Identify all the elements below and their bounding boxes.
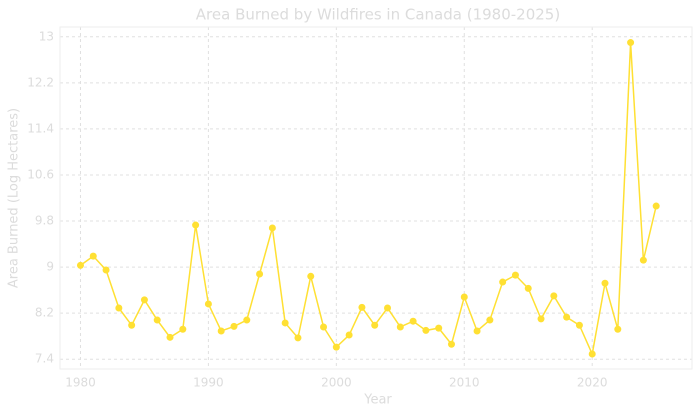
plot-frame (59, 26, 693, 370)
data-point (320, 323, 328, 331)
data-point (76, 261, 84, 269)
data-point (473, 327, 481, 335)
data-point (435, 324, 443, 332)
data-point (396, 323, 404, 331)
data-point (486, 316, 494, 324)
data-point (140, 296, 148, 304)
x-tick-label: 2010 (449, 376, 480, 390)
data-point (192, 221, 200, 229)
data-point (102, 266, 110, 274)
data-point (281, 319, 289, 327)
data-point (409, 317, 417, 325)
data-point (128, 321, 136, 329)
data-point (243, 316, 251, 324)
data-point (153, 316, 161, 324)
data-point (652, 202, 660, 210)
data-point (115, 304, 123, 312)
data-point (384, 304, 392, 312)
y-axis-label: Area Burned (Log Hectares) (7, 108, 22, 288)
chart-title: Area Burned by Wildfires in Canada (1980… (196, 6, 560, 24)
data-point (563, 313, 571, 321)
x-tick-label: 1990 (193, 376, 224, 390)
data-point (217, 327, 225, 335)
y-tick-label: 7.4 (35, 352, 54, 366)
data-point (89, 252, 97, 260)
y-tick-label: 9 (46, 260, 54, 274)
data-point (447, 340, 455, 348)
series-line (80, 42, 657, 357)
data-point (614, 325, 622, 333)
y-tick-label: 8.2 (35, 306, 54, 320)
data-point (166, 333, 174, 341)
data-point (575, 321, 583, 329)
data-point (627, 39, 635, 47)
data-point (256, 270, 264, 278)
y-tick-label: 10.6 (27, 167, 54, 181)
y-tick-label: 12.2 (27, 75, 54, 89)
data-point (358, 303, 366, 311)
data-point (601, 279, 609, 287)
y-tick-label: 13 (39, 29, 54, 43)
data-point (639, 256, 647, 264)
x-tick-label: 2000 (321, 376, 352, 390)
data-point (179, 325, 187, 333)
data-point (499, 278, 507, 286)
y-tick-label: 9.8 (35, 214, 54, 228)
data-point (460, 293, 468, 301)
data-point (345, 331, 353, 339)
data-point (294, 334, 302, 342)
data-point (511, 271, 519, 279)
data-point (307, 272, 315, 280)
data-point (550, 292, 558, 300)
data-point (332, 343, 340, 351)
data-point (371, 321, 379, 329)
y-tick-label: 11.4 (27, 121, 54, 135)
x-tick-label: 2020 (577, 376, 608, 390)
data-point (422, 326, 430, 334)
data-point (524, 284, 532, 292)
data-point (588, 350, 596, 358)
data-point (268, 224, 276, 232)
x-tick-label: 1980 (65, 376, 96, 390)
data-point (537, 315, 545, 323)
x-axis-label: Year (363, 393, 392, 408)
data-point (230, 322, 238, 330)
data-point (204, 300, 212, 308)
